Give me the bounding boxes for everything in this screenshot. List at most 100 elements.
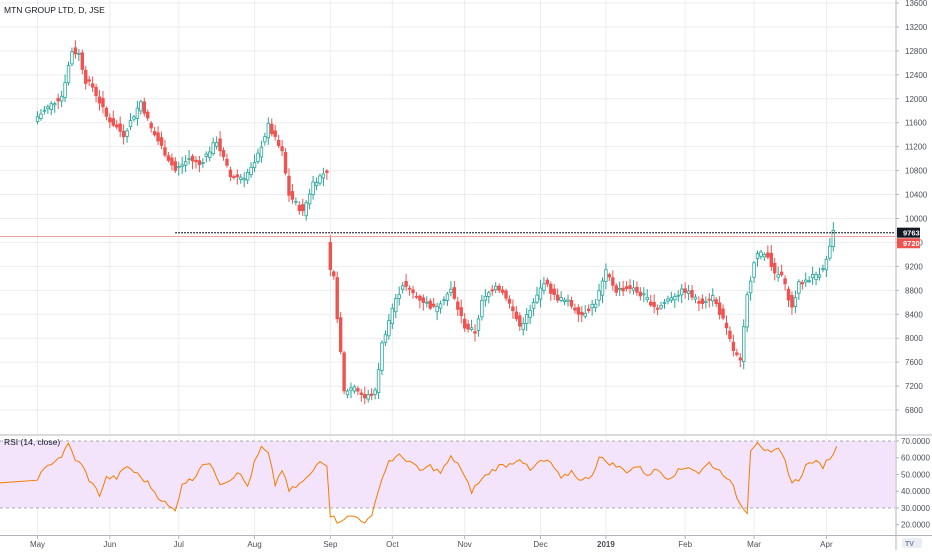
candle-down	[228, 169, 233, 178]
candle-up	[259, 146, 264, 158]
candle-up	[187, 157, 191, 160]
price-lines	[0, 231, 895, 237]
candle-down	[283, 152, 288, 174]
candle-up	[345, 390, 350, 396]
candle-up	[483, 295, 488, 301]
candle-down	[707, 298, 711, 301]
candle-up	[711, 295, 715, 302]
candle-up	[239, 176, 243, 180]
candle-down	[101, 98, 105, 108]
time-tick-label: Mar	[747, 540, 761, 549]
candle-up	[524, 314, 529, 324]
candle-down	[652, 302, 656, 307]
candle-down	[197, 160, 202, 166]
candle-up	[476, 318, 481, 331]
candle-up	[469, 327, 474, 330]
candle-up	[242, 178, 246, 181]
candle-down	[121, 130, 126, 138]
candle-down	[342, 352, 346, 392]
candle-up	[304, 202, 308, 217]
candle-down	[115, 124, 119, 128]
candle-up	[214, 142, 219, 147]
candle-up	[583, 312, 587, 317]
candle-down	[514, 311, 519, 320]
candle-down	[614, 285, 618, 293]
candle-up	[593, 303, 598, 309]
candle-down	[159, 137, 164, 146]
candle-down	[156, 132, 160, 142]
candle-up	[252, 161, 257, 169]
price-tick-label: 10800	[905, 167, 928, 176]
price-marker: 9763	[897, 227, 920, 238]
candle-up	[400, 285, 405, 290]
candle-down	[111, 118, 115, 126]
candle-down	[414, 295, 419, 298]
candle-down	[270, 123, 274, 135]
candle-up	[487, 292, 491, 297]
candle-up	[438, 303, 443, 309]
price-tick-label: 10000	[905, 214, 928, 223]
time-tick-label: May	[30, 540, 45, 549]
price-tick-label: 11200	[905, 143, 927, 152]
candle-down	[276, 139, 281, 146]
candle-down	[332, 271, 336, 277]
candle-up	[132, 116, 136, 120]
candle-up	[390, 307, 395, 325]
candle-up	[797, 281, 801, 294]
candle-down	[773, 262, 777, 274]
candle-up	[559, 297, 563, 301]
candle-down	[94, 86, 98, 97]
price-tick-label: 9200	[905, 262, 923, 271]
candle-up	[752, 262, 756, 278]
time-tick-label: Aug	[247, 540, 261, 549]
time-tick-label: Apr	[820, 540, 833, 549]
candle-up	[77, 52, 81, 55]
candle-down	[87, 79, 91, 82]
candle-down	[800, 282, 804, 285]
price-marker: 9720	[897, 238, 920, 249]
candle-up	[383, 334, 388, 343]
candle-up	[256, 152, 260, 162]
candle-up	[631, 287, 636, 291]
candle-down	[466, 323, 470, 330]
candle-down	[473, 331, 477, 334]
candle-down	[462, 318, 467, 329]
candle-down	[369, 393, 374, 396]
candle-up	[139, 101, 143, 112]
price-tick-label: 6800	[905, 406, 923, 415]
candle-up	[535, 294, 539, 303]
candle-up	[204, 153, 209, 157]
rsi-tick-label: 40.0000	[901, 487, 930, 496]
time-tick-label: Jul	[174, 540, 184, 549]
candle-down	[555, 294, 560, 301]
time-tick-label: Jun	[103, 540, 116, 549]
candle-down	[549, 283, 553, 294]
price-tick-label: 12400	[905, 71, 928, 80]
time-tick-label: Oct	[386, 540, 399, 549]
candle-down	[700, 298, 705, 305]
candle-down	[421, 297, 426, 303]
candle-down	[790, 295, 794, 308]
candle-down	[338, 317, 343, 352]
candle-up	[759, 251, 763, 257]
candle-down	[628, 285, 632, 289]
candle-down	[363, 393, 367, 399]
candle-down	[56, 97, 60, 102]
candle-down	[335, 277, 339, 320]
candle-up	[662, 301, 667, 304]
time-tick-label: Feb	[678, 540, 692, 549]
candle-down	[607, 274, 612, 278]
candle-up	[42, 109, 47, 112]
rsi-band	[0, 440, 895, 509]
candle-down	[97, 96, 102, 104]
candle-down	[717, 302, 722, 315]
candle-down	[328, 242, 333, 270]
candle-up	[39, 113, 43, 119]
candle-up	[125, 130, 129, 137]
candle-up	[245, 171, 250, 181]
candle-up	[804, 279, 808, 283]
candle-up	[755, 253, 760, 259]
watermark-logo: TV	[902, 538, 922, 548]
candle-down	[697, 301, 701, 304]
